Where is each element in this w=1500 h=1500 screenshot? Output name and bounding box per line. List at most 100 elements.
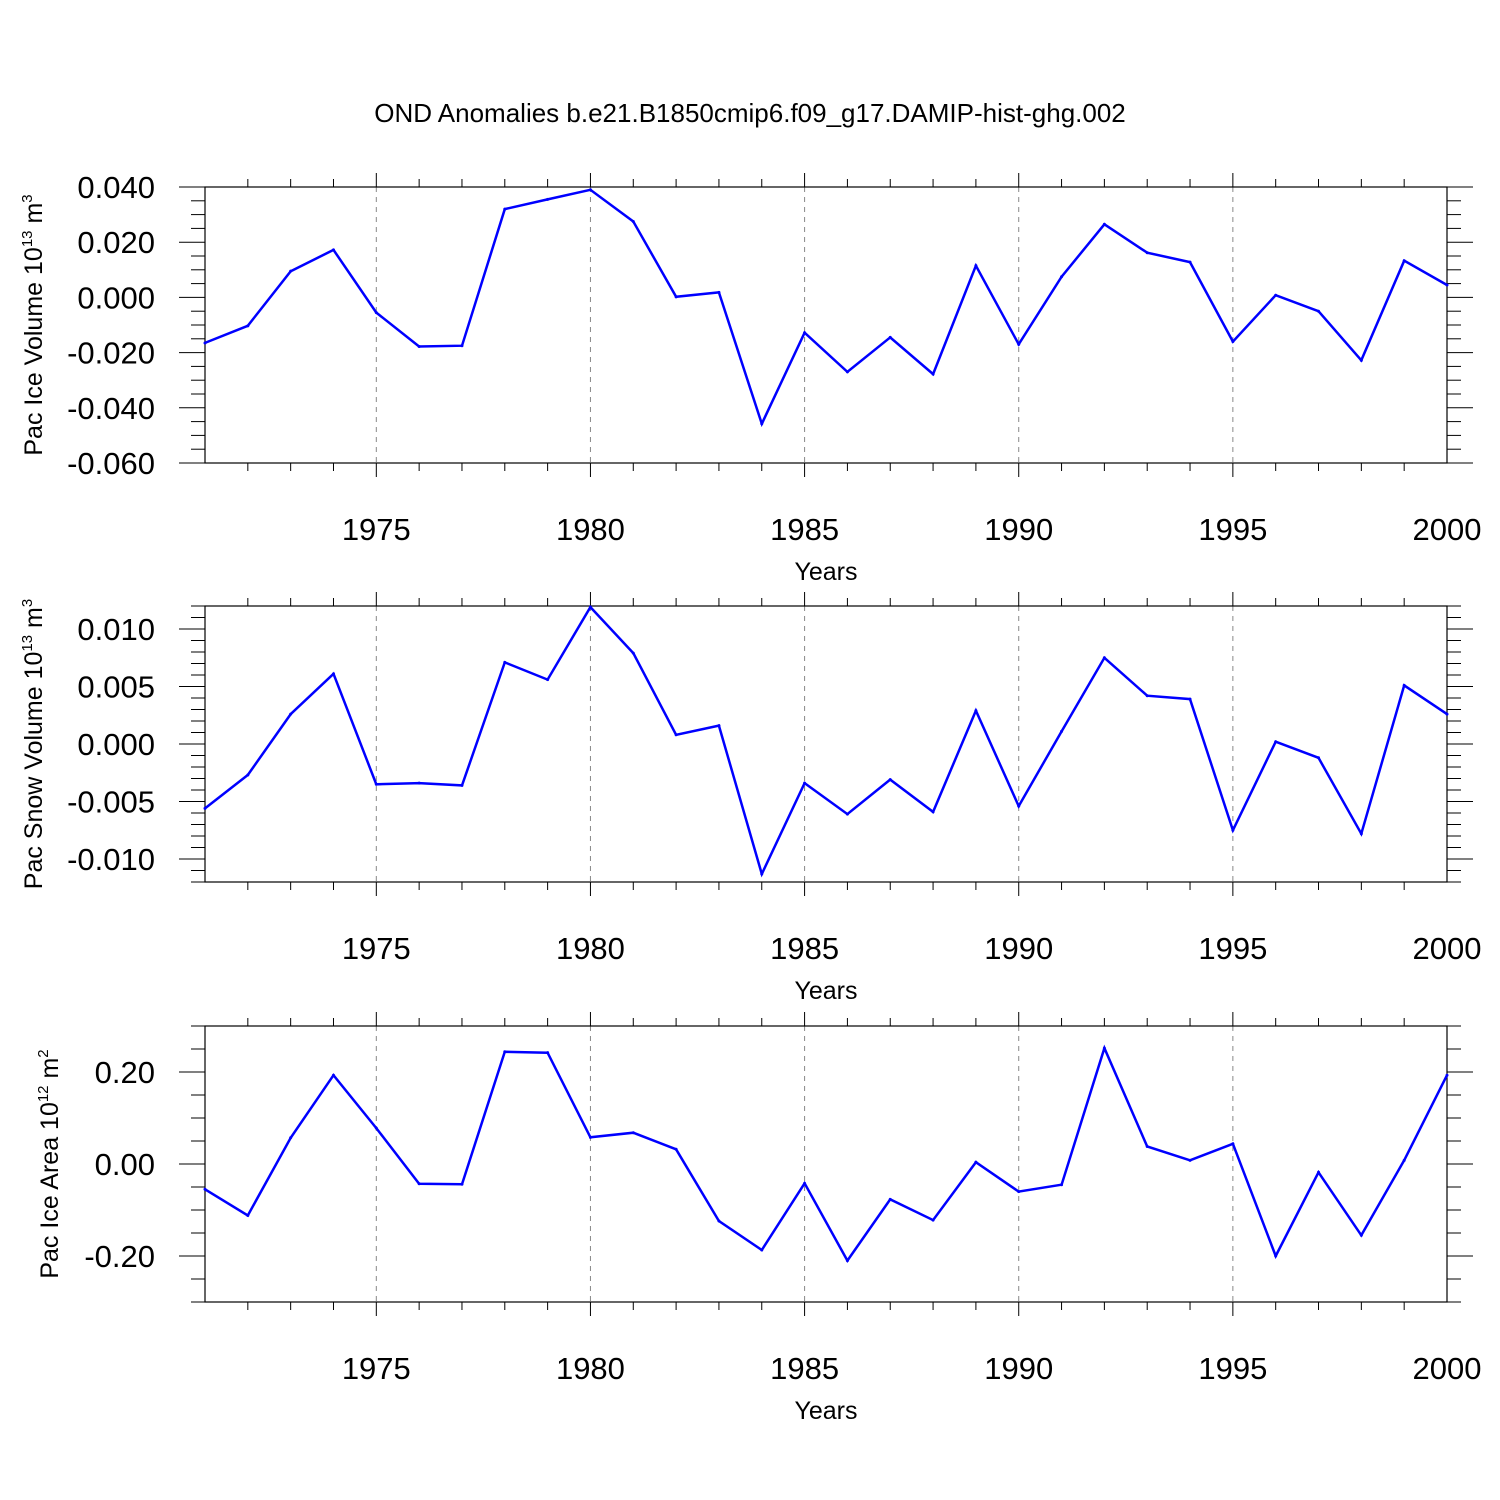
y-axis-title: Pac Ice Volume 1013 m3 <box>19 194 48 455</box>
data-point <box>460 783 464 787</box>
data-point <box>503 1050 507 1054</box>
x-tick-label: 1985 <box>770 512 839 547</box>
x-tick-label: 1995 <box>1198 512 1267 547</box>
data-point <box>760 422 764 426</box>
x-axis-title: Years <box>794 1397 857 1425</box>
data-point <box>289 712 293 716</box>
panel-2: 0.010 0.005 0.000 -0.005 -0.010 1975 1980 1985 1… <box>19 592 1481 1005</box>
data-point <box>417 781 421 785</box>
x-tick-label: 1990 <box>984 512 1053 547</box>
data-point <box>1102 222 1106 226</box>
data-point <box>888 1197 892 1201</box>
data-point <box>417 345 421 349</box>
y-tick-label: -0.040 <box>67 391 155 426</box>
data-point <box>331 1073 335 1077</box>
data-point <box>974 264 978 268</box>
data-point <box>374 1126 378 1130</box>
data-point <box>1060 275 1064 279</box>
data-point <box>588 605 592 609</box>
series-line <box>204 605 1448 878</box>
data-point <box>417 1182 421 1186</box>
data-point <box>1145 1145 1149 1149</box>
x-axis-title: Years <box>794 977 857 1005</box>
data-point <box>1317 1170 1321 1174</box>
plot-frame <box>204 605 1448 883</box>
x-tick-label: 1975 <box>342 931 411 966</box>
data-point <box>1102 656 1106 660</box>
x-tick-label: 1975 <box>342 1351 411 1386</box>
data-point <box>246 324 250 328</box>
data-point <box>503 660 507 664</box>
data-point <box>717 290 721 294</box>
x-tick-label: 1985 <box>770 1351 839 1386</box>
data-point <box>289 269 293 273</box>
data-point <box>1445 712 1449 716</box>
series-line <box>204 1044 1449 1263</box>
y-tick-label: -0.020 <box>67 336 155 371</box>
y-tick-label: 0.010 <box>77 612 155 647</box>
x-tick-label: 1995 <box>1198 1351 1267 1386</box>
data-point <box>331 248 335 252</box>
x-axis-title: Years <box>794 558 857 586</box>
data-point <box>931 810 935 814</box>
panel-1: 0.040 0.020 0.000 -0.020 -0.040 -0.060 1975 198… <box>19 170 1481 586</box>
data-point <box>546 197 550 201</box>
data-point <box>1017 804 1021 808</box>
data-point <box>374 311 378 315</box>
data-point <box>845 1259 849 1263</box>
data-point <box>588 188 592 192</box>
data-point <box>460 344 464 348</box>
data-point <box>460 1182 464 1186</box>
x-tick-label: 1980 <box>556 512 625 547</box>
data-point <box>203 806 207 810</box>
data-point <box>1274 740 1278 744</box>
y-tick-label: 0.005 <box>77 670 155 705</box>
data-point <box>717 1219 721 1223</box>
data-point <box>1017 342 1021 346</box>
data-point <box>1274 293 1278 297</box>
data-point <box>1359 358 1363 362</box>
y-axis-title: Pac Ice Area 1012 m2 <box>35 1049 64 1278</box>
data-point <box>631 651 635 655</box>
data-point <box>1188 260 1192 264</box>
data-point <box>1188 1158 1192 1162</box>
data-point <box>674 1147 678 1151</box>
series-line <box>204 188 1448 428</box>
panel-3: 0.20 0.00 -0.20 1975 1980 1985 1990 1995 2000 Yea… <box>35 1012 1481 1425</box>
data-point <box>1359 832 1363 836</box>
data-point <box>588 1135 592 1139</box>
data-point <box>1402 683 1406 687</box>
y-tick-label: -0.20 <box>84 1239 155 1274</box>
data-point <box>931 1218 935 1222</box>
y-tick-label: 0.00 <box>95 1147 155 1182</box>
data-point <box>1445 283 1449 287</box>
plot-frame <box>204 1025 1448 1303</box>
data-point <box>1317 309 1321 313</box>
data-point <box>1145 694 1149 698</box>
data-point <box>1017 1190 1021 1194</box>
data-point <box>974 709 978 713</box>
y-tick-label: 0.20 <box>95 1055 155 1090</box>
data-point <box>1231 340 1235 344</box>
y-tick-label: -0.005 <box>67 785 155 820</box>
data-point <box>760 872 764 876</box>
y-tick-label: -0.010 <box>67 842 155 877</box>
data-point <box>674 733 678 737</box>
data-point <box>631 220 635 223</box>
chart-title: OND Anomalies b.e21.B1850cmip6.f09_g17.D… <box>374 98 1126 128</box>
data-point <box>546 1051 550 1055</box>
data-point <box>888 778 892 782</box>
data-point <box>1102 1046 1106 1050</box>
x-tick-label: 2000 <box>1413 512 1482 547</box>
data-point <box>1317 756 1321 760</box>
data-point <box>803 331 807 335</box>
data-point <box>203 1187 207 1191</box>
x-tick-label: 1985 <box>770 931 839 966</box>
x-tick-label: 1990 <box>984 1351 1053 1386</box>
data-point <box>1359 1233 1363 1237</box>
data-point <box>289 1136 293 1140</box>
data-point <box>717 724 721 728</box>
data-point <box>803 781 807 785</box>
